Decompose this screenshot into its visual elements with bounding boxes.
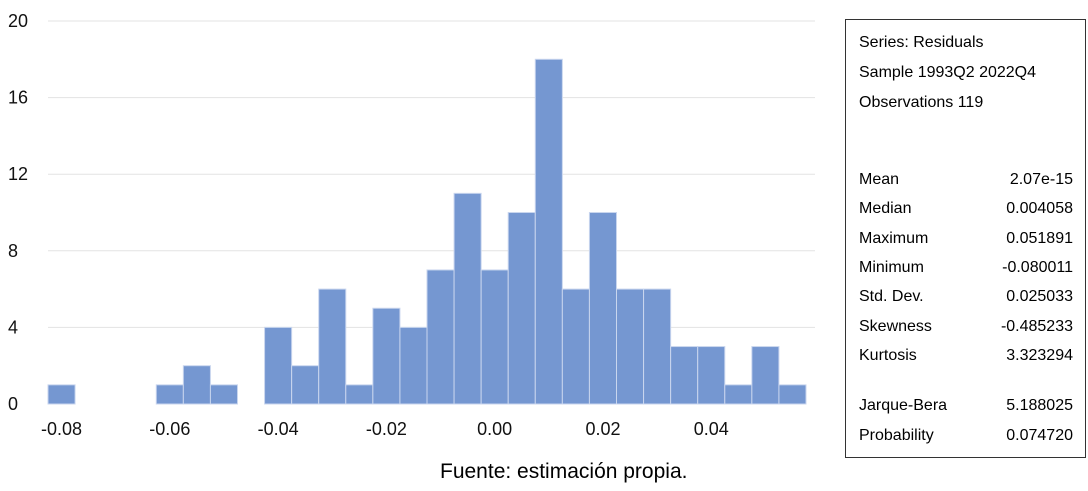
series-name: Series: Residuals bbox=[859, 34, 984, 51]
stat-value: -0.485233 bbox=[1000, 317, 1073, 335]
sample-range: Sample 1993Q2 2022Q4 bbox=[859, 64, 1037, 81]
stat-value: 3.323294 bbox=[1006, 346, 1073, 364]
x-tick-label: -0.08 bbox=[41, 419, 82, 439]
histogram-bar bbox=[643, 288, 672, 405]
stat-value: 0.051891 bbox=[1006, 229, 1073, 247]
grid-lines bbox=[48, 20, 815, 328]
stat-label: Maximum bbox=[859, 229, 929, 247]
stat-row: Std. Dev. 0.025033 bbox=[859, 288, 1073, 312]
histogram-bar bbox=[426, 269, 455, 405]
y-tick-label: 16 bbox=[8, 88, 28, 108]
histogram-bar bbox=[534, 58, 563, 405]
histogram-bar bbox=[291, 365, 320, 405]
x-axis-ticks: -0.08 -0.06 -0.04 -0.02 0.00 0.02 0.04 bbox=[41, 419, 729, 439]
histogram-bar bbox=[182, 365, 211, 405]
stat-value: 0.025033 bbox=[1006, 288, 1073, 306]
source-caption: Fuente: estimación propia. bbox=[440, 460, 688, 483]
y-tick-label: 20 bbox=[8, 11, 28, 31]
y-tick-label: 4 bbox=[8, 317, 18, 337]
x-tick-label: -0.04 bbox=[258, 419, 299, 439]
statistics-panel: Series: Residuals Sample 1993Q2 2022Q4 O… bbox=[845, 19, 1086, 458]
y-axis-ticks: 0 4 8 12 16 20 bbox=[8, 11, 28, 414]
stat-label: Mean bbox=[859, 171, 900, 188]
stat-label: Jarque-Bera bbox=[859, 397, 948, 414]
y-tick-label: 12 bbox=[8, 164, 28, 184]
histogram-bar bbox=[670, 346, 699, 405]
histogram-bar bbox=[751, 346, 780, 405]
histogram-bar bbox=[778, 384, 807, 405]
stat-row: Skewness -0.485233 bbox=[859, 318, 1073, 342]
stat-label: Minimum bbox=[859, 258, 924, 276]
y-tick-label: 8 bbox=[8, 241, 18, 261]
stat-row: Kurtosis 3.323294 bbox=[859, 347, 1073, 371]
histogram-bar bbox=[345, 384, 374, 405]
stat-row: Minimum -0.080011 bbox=[859, 259, 1073, 283]
histogram-bar bbox=[372, 307, 401, 405]
histogram-bar bbox=[399, 326, 428, 405]
histogram-bar bbox=[507, 212, 536, 405]
stat-label: Probability bbox=[859, 427, 934, 444]
stat-value: -0.080011 bbox=[1002, 258, 1073, 276]
histogram-bar bbox=[47, 384, 76, 405]
histogram-bar bbox=[209, 384, 239, 405]
x-tick-label: -0.02 bbox=[366, 419, 407, 439]
stat-value: 5.188025 bbox=[1006, 397, 1073, 414]
histogram-bar bbox=[318, 288, 347, 405]
stat-row: Mean 2.07e-15 bbox=[859, 171, 1073, 195]
stat-value: 0.004058 bbox=[1006, 200, 1073, 218]
stat-label: Skewness bbox=[859, 317, 932, 335]
histogram-bar bbox=[561, 288, 590, 405]
x-tick-label: 0.04 bbox=[694, 419, 729, 439]
histogram-bar bbox=[264, 326, 293, 405]
stat-row: Median 0.004058 bbox=[859, 200, 1073, 224]
histogram-bar bbox=[588, 212, 618, 405]
stat-value: 0.074720 bbox=[1006, 427, 1073, 444]
histogram-bar bbox=[453, 192, 482, 405]
x-tick-label: 0.00 bbox=[477, 419, 512, 439]
x-tick-label: 0.02 bbox=[585, 419, 620, 439]
histogram-bars bbox=[47, 58, 807, 405]
histogram-bar bbox=[155, 384, 184, 405]
stat-label: Std. Dev. bbox=[859, 288, 924, 306]
x-tick-label: -0.06 bbox=[149, 419, 190, 439]
histogram-bar bbox=[480, 269, 509, 405]
histogram-bar bbox=[697, 346, 726, 405]
stat-row: Jarque-Bera 5.188025 bbox=[859, 397, 1073, 421]
stat-row: Probability 0.074720 bbox=[859, 427, 1073, 451]
stat-label: Median bbox=[859, 200, 912, 218]
histogram-chart: 0 4 8 12 16 20 -0.08 -0.06 -0.04 -0.02 0.00 0.02 0.… bbox=[8, 11, 815, 439]
observations-count: Observations 119 bbox=[859, 94, 984, 111]
y-tick-label: 0 bbox=[8, 394, 18, 414]
stat-label: Kurtosis bbox=[859, 346, 917, 364]
stat-row: Maximum 0.051891 bbox=[859, 230, 1073, 254]
histogram-bar bbox=[616, 288, 645, 405]
stat-value: 2.07e-15 bbox=[1009, 171, 1073, 188]
histogram-bar bbox=[724, 384, 753, 405]
